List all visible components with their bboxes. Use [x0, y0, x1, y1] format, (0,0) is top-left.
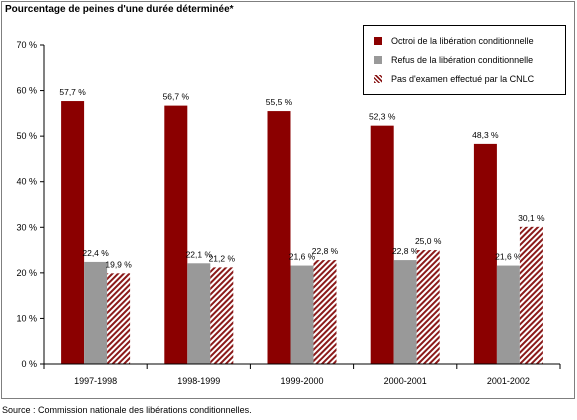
- data-label-pas-examen: 22,8 %: [312, 246, 339, 256]
- bar-pas-examen: [313, 260, 337, 364]
- data-label-pas-examen: 25,0 %: [415, 236, 442, 246]
- y-tick-label: 0 %: [21, 359, 37, 369]
- bar-octroi: [164, 105, 188, 365]
- data-label-pas-examen: 19,9 %: [105, 259, 132, 269]
- bar-refus: [496, 265, 520, 364]
- bar-octroi: [61, 101, 85, 364]
- data-label-octroi: 56,7 %: [163, 92, 190, 102]
- legend-label-refus: Refus de la libération conditionnelle: [391, 55, 534, 65]
- legend-label-pas-examen: Pas d'examen effectué par la CNLC: [391, 74, 535, 84]
- bar-octroi: [370, 125, 394, 364]
- bar-refus: [290, 265, 314, 364]
- y-tick-label: 70 %: [16, 40, 37, 50]
- data-label-octroi: 55,5 %: [266, 97, 293, 107]
- x-tick-label: 2000-2001: [384, 376, 427, 386]
- x-tick-label: 1998-1999: [177, 376, 220, 386]
- data-label-refus: 22,4 %: [82, 248, 109, 258]
- data-label-refus: 22,8 %: [392, 246, 419, 256]
- legend-label-octroi: Octroi de la libération conditionnelle: [391, 36, 534, 46]
- legend-swatch-refus: [374, 56, 382, 64]
- bar-pas-examen: [210, 267, 234, 364]
- y-tick-label: 30 %: [16, 222, 37, 232]
- x-tick-label: 1997-1998: [74, 376, 117, 386]
- bar-pas-examen: [416, 250, 440, 364]
- y-tick-label: 40 %: [16, 177, 37, 187]
- legend-swatch-pas-examen: [374, 75, 382, 83]
- data-label-pas-examen: 21,2 %: [209, 253, 236, 263]
- data-label-octroi: 57,7 %: [59, 87, 86, 97]
- bar-octroi: [473, 143, 497, 364]
- data-label-pas-examen: 30,1 %: [518, 213, 545, 223]
- legend-swatch-octroi: [374, 37, 382, 45]
- bar-refus: [187, 263, 211, 364]
- data-label-octroi: 48,3 %: [472, 130, 499, 140]
- data-label-refus: 21,6 %: [495, 252, 522, 262]
- x-tick-label: 2001-2002: [487, 376, 530, 386]
- chart-title: Pourcentage de peines d'une durée déterm…: [5, 4, 234, 15]
- y-tick-label: 10 %: [16, 313, 37, 323]
- bar-chart: 0 % 10 % 20 % 30 % 40 % 50 % 60 % 70 % 57,7 % 22,…: [16, 40, 561, 386]
- y-tick-label: 60 %: [16, 86, 37, 96]
- source-note: Source : Commission nationale des libéra…: [2, 405, 252, 415]
- bar-pas-examen: [107, 273, 131, 364]
- x-tick-label: 1999-2000: [280, 376, 323, 386]
- data-label-refus: 22,1 %: [186, 249, 213, 259]
- legend: Octroi de la libération conditionnelle R…: [363, 25, 566, 95]
- data-label-refus: 21,6 %: [289, 252, 316, 262]
- bar-refus: [393, 260, 417, 364]
- bar-octroi: [267, 111, 291, 364]
- bar-pas-examen: [519, 226, 543, 364]
- bar-refus: [84, 261, 108, 364]
- y-tick-label: 20 %: [16, 268, 37, 278]
- y-tick-label: 50 %: [16, 131, 37, 141]
- data-label-octroi: 52,3 %: [369, 112, 396, 122]
